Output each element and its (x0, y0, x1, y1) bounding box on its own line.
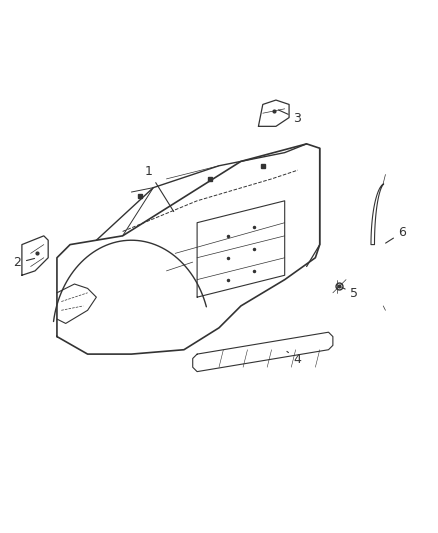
Text: 2: 2 (13, 256, 35, 270)
Text: 6: 6 (385, 226, 406, 243)
Text: 5: 5 (342, 287, 358, 300)
Text: 3: 3 (279, 110, 301, 125)
Text: 4: 4 (287, 351, 301, 366)
Text: 1: 1 (145, 165, 174, 212)
